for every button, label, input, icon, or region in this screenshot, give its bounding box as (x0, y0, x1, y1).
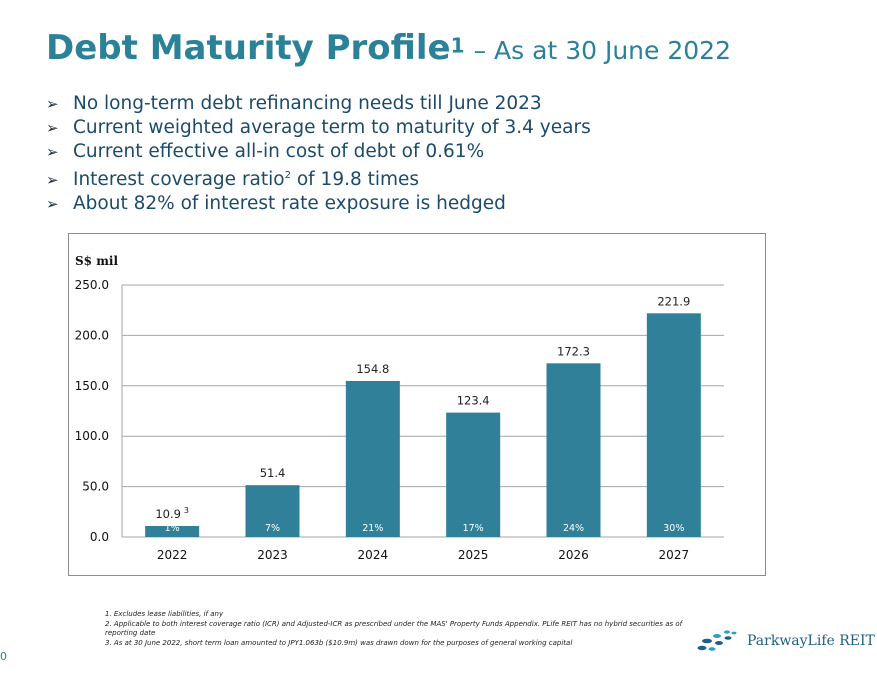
percent-label-2022: 1% (165, 523, 180, 534)
value-label-2023: 51.4 (260, 466, 286, 480)
percent-label-2027: 30% (663, 523, 684, 534)
arrow-bullet-icon: ➢ (46, 195, 59, 214)
bullet-footnote-marker: 2 (284, 170, 291, 181)
bar-2027 (646, 313, 701, 537)
bullet-list: ➢ No long-term debt refinancing needs til… (46, 92, 591, 216)
x-tick-label: 2022 (157, 548, 188, 562)
x-tick-label: 2027 (659, 548, 690, 562)
value-label-footnote-marker: 3 (184, 506, 189, 515)
value-label-2025: 123.4 (457, 394, 490, 408)
footnote-2: 2. Applicable to both interest coverage … (105, 619, 683, 638)
bullet-item: ➢ Current effective all-in cost of debt o… (46, 140, 591, 164)
bar-2023 (245, 485, 300, 537)
x-tick-label: 2025 (458, 548, 489, 562)
percent-label-2025: 17% (463, 523, 484, 534)
bullet-text: Current effective all-in cost of debt of… (73, 141, 485, 162)
title-main: Debt Maturity Profile (46, 28, 451, 68)
percent-label-2023: 7% (265, 523, 280, 534)
debt-maturity-bar-chart: S$ mil 0.0 50.0 100.0 150.0 200.0 250.0 10.9 3 1%… (75, 254, 724, 562)
value-label-2022: 10.9 3 (155, 506, 189, 521)
percent-label-2026: 24% (563, 523, 584, 534)
logo-text: ParkwayLife REIT (747, 633, 875, 649)
x-tick-label: 2026 (558, 548, 589, 562)
bar-2026 (546, 363, 601, 537)
bullet-item: ➢ About 82% of interest rate exposure is … (46, 192, 591, 216)
x-tick-label: 2023 (257, 548, 288, 562)
company-logo: ParkwayLife REIT (697, 628, 875, 654)
page-number: 0 (0, 650, 7, 663)
bullet-text: Current weighted average term to maturit… (73, 117, 591, 138)
y-tick-label: 100.0 (75, 429, 109, 443)
y-tick-label: 0.0 (90, 530, 109, 544)
bar-2024 (345, 380, 400, 537)
bullet-text-continued: of 19.8 times (290, 169, 420, 191)
arrow-bullet-icon: ➢ (46, 143, 59, 161)
parkwaylife-dots-logo-icon (697, 630, 737, 651)
bar-2025 (446, 412, 501, 537)
arrow-bullet-icon: ➢ (46, 95, 59, 113)
y-tick-label: 250.0 (75, 278, 109, 292)
y-tick-label: 50.0 (82, 480, 109, 494)
footnote-3: 3. As at 30 June 2022, short term loan a… (105, 638, 573, 647)
bullet-item: ➢ Interest coverage ratio2 of 19.8 times (46, 164, 591, 192)
value-label-2024: 154.8 (356, 362, 389, 376)
value-label-2027: 221.9 (657, 294, 690, 308)
value-label-2026: 172.3 (557, 344, 590, 358)
bar-2022 (145, 526, 200, 537)
x-tick-label: 2024 (358, 548, 389, 562)
footnote-1: 1. Excludes lease liabilities, if any (105, 610, 224, 618)
title-footnote-marker: 1 (450, 33, 465, 58)
y-axis-unit-label: S$ mil (75, 254, 118, 268)
bullet-text: No long-term debt refinancing needs till… (73, 93, 542, 114)
title-subtitle: – As at 30 June 2022 (473, 36, 731, 65)
footnotes: 1. Excludes lease liabilities, if any 2.… (105, 610, 705, 648)
chart-frame: S$ mil 0.0 50.0 100.0 150.0 200.0 250.0 10.9 3 1%… (68, 233, 766, 576)
bullet-text: Interest coverage ratio (73, 169, 285, 191)
slide-title: Debt Maturity Profile1 – As at 30 June 2… (46, 28, 731, 68)
bullet-text: About 82% of interest rate exposure is h… (73, 193, 506, 215)
y-tick-label: 150.0 (75, 379, 109, 393)
arrow-bullet-icon: ➢ (46, 171, 59, 190)
bullet-item: ➢ Current weighted average term to maturi… (46, 116, 591, 140)
arrow-bullet-icon: ➢ (46, 119, 59, 137)
percent-label-2024: 21% (362, 523, 383, 534)
bullet-item: ➢ No long-term debt refinancing needs til… (46, 92, 591, 116)
y-tick-label: 200.0 (75, 328, 109, 342)
